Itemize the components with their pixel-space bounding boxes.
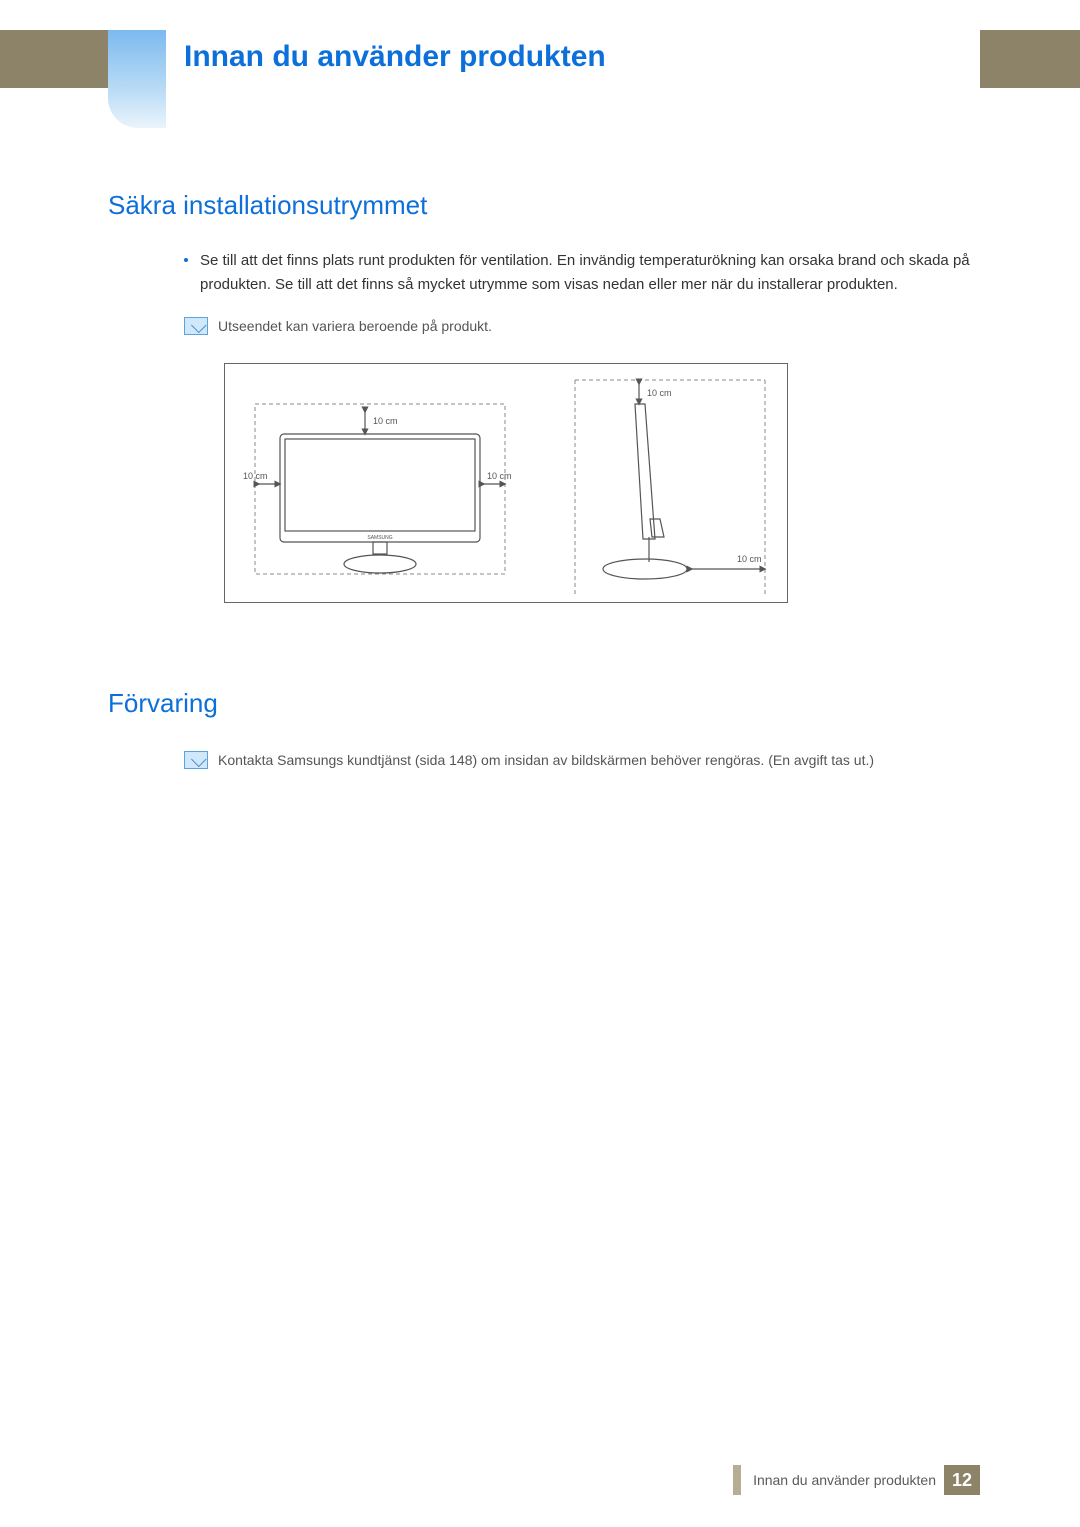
front-right-label: 10 cm bbox=[487, 471, 512, 481]
section-installation: Säkra installationsutrymmet Se till att … bbox=[108, 190, 980, 603]
note-row-2: Kontakta Samsungs kundtjänst (sida 148) … bbox=[184, 749, 980, 771]
note-text-1: Utseendet kan variera beroende på produk… bbox=[218, 315, 492, 337]
front-left-label: 10 cm bbox=[243, 471, 268, 481]
monitor-neck-front bbox=[373, 542, 387, 554]
bullet-text: Se till att det finns plats runt produkt… bbox=[200, 249, 980, 297]
bullet-item: Se till att det finns plats runt produkt… bbox=[184, 249, 980, 297]
diagram-svg: SAMSUNG 10 cm 10 cm 10 cm bbox=[225, 364, 789, 604]
section-title-2: Förvaring bbox=[108, 688, 980, 719]
installation-diagram: SAMSUNG 10 cm 10 cm 10 cm bbox=[224, 363, 788, 603]
bullet-dot-icon bbox=[184, 258, 188, 262]
front-clearance-box bbox=[255, 404, 505, 574]
section-storage: Förvaring Kontakta Samsungs kundtjänst (… bbox=[108, 688, 980, 771]
note-icon bbox=[184, 751, 208, 769]
note-text-2: Kontakta Samsungs kundtjänst (sida 148) … bbox=[218, 749, 874, 771]
note-row-1: Utseendet kan variera beroende på produk… bbox=[184, 315, 980, 337]
footer-page-number: 12 bbox=[944, 1465, 980, 1495]
page-title: Innan du använder produkten bbox=[184, 40, 606, 74]
footer: Innan du använder produkten 12 bbox=[733, 1465, 980, 1495]
front-top-label: 10 cm bbox=[373, 416, 398, 426]
note-icon bbox=[184, 317, 208, 335]
footer-accent-bar bbox=[733, 1465, 741, 1495]
side-top-label: 10 cm bbox=[647, 388, 672, 398]
monitor-side-hinge bbox=[650, 519, 664, 537]
monitor-screen bbox=[285, 439, 475, 531]
monitor-base-side bbox=[603, 559, 687, 579]
monitor-front bbox=[280, 434, 480, 542]
brand-label: SAMSUNG bbox=[367, 535, 392, 541]
side-back-label: 10 cm bbox=[737, 554, 762, 564]
monitor-base-front bbox=[344, 555, 416, 573]
corner-gradient bbox=[108, 30, 166, 128]
bullet-block: Se till att det finns plats runt produkt… bbox=[184, 249, 980, 297]
section-title-1: Säkra installationsutrymmet bbox=[108, 190, 980, 221]
footer-section-text: Innan du använder produkten bbox=[753, 1472, 936, 1488]
